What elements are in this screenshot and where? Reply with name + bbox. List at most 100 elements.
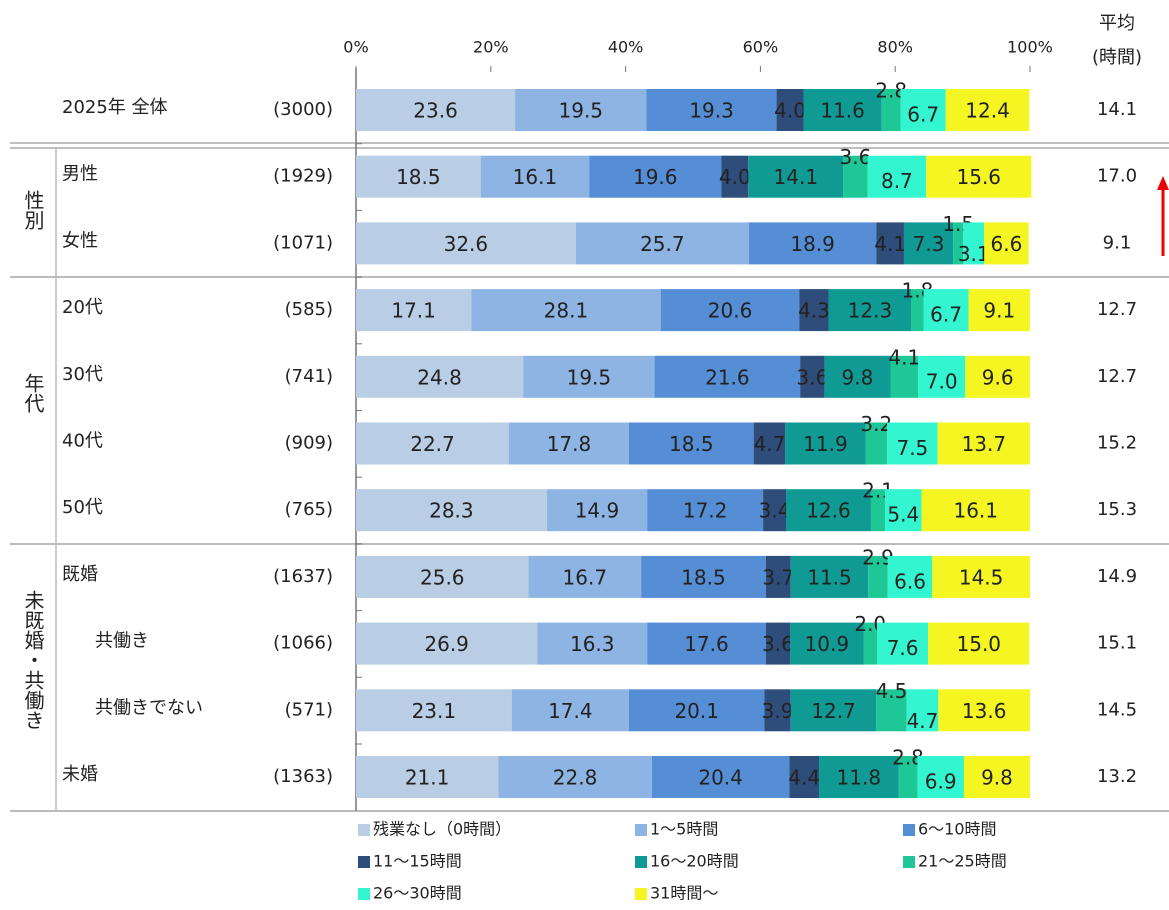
value-label: 11.5: [807, 565, 852, 589]
value-label: 5.4: [887, 503, 919, 527]
bar-segment: [968, 289, 1030, 332]
sample-size: (1363): [273, 766, 333, 787]
bar-segment: [824, 355, 891, 398]
bar-segment: [865, 422, 888, 465]
value-label: 20.6: [708, 299, 753, 323]
value-label: 11.6: [820, 99, 865, 123]
bar-segment: [790, 689, 877, 732]
x-tick-label: 0%: [343, 38, 368, 57]
value-label: 17.4: [548, 699, 593, 723]
bar-segment: [863, 622, 878, 665]
value-label: 14.5: [959, 565, 1004, 589]
value-label: 12.4: [965, 99, 1010, 123]
sample-size: (741): [285, 366, 333, 387]
value-label: 9.6: [982, 365, 1014, 389]
row-label: 未婚: [62, 764, 98, 785]
bar-segment: [921, 489, 1030, 532]
bar-segment: [923, 289, 969, 332]
value-label: 13.6: [962, 699, 1007, 723]
value-label: 6.7: [907, 103, 939, 127]
value-label: 13.7: [962, 432, 1007, 456]
value-label: 15.0: [957, 632, 1002, 656]
bar-segment: [903, 222, 954, 265]
sample-size: (1929): [273, 166, 333, 187]
bar-segment: [764, 689, 791, 732]
bar-segment: [515, 89, 647, 131]
bar-segment: [786, 489, 871, 532]
x-tick-label: 40%: [608, 38, 644, 57]
value-label: 4.1: [874, 232, 906, 256]
legend-label: 1～5時間: [650, 820, 718, 839]
bar-segment: [651, 756, 790, 798]
value-label: 4.7: [754, 432, 786, 456]
bar-segment: [928, 622, 1030, 665]
value-label: 3.6: [762, 632, 794, 656]
value-label: 3.4: [759, 499, 791, 523]
sample-size: (1071): [273, 232, 333, 253]
bar-segment: [646, 89, 777, 131]
bar-segment: [589, 155, 722, 198]
value-label: 3.6: [796, 365, 828, 389]
bar-segment: [790, 622, 864, 665]
legend-swatch: [635, 888, 647, 900]
bar-segment: [870, 489, 886, 532]
bar-segment: [800, 355, 825, 398]
average: 14.1: [1097, 99, 1137, 120]
row-label: 30代: [62, 364, 103, 385]
bar-segment: [926, 155, 1032, 198]
sample-size: (3000): [273, 99, 333, 120]
bar-segment: [628, 422, 754, 465]
average: 17.0: [1097, 166, 1137, 187]
x-tick-label: 60%: [743, 38, 779, 57]
bar-segment: [953, 222, 964, 265]
row-label: 20代: [62, 297, 103, 318]
row-label: 共働きでない: [95, 697, 203, 718]
value-label: 12.7: [811, 699, 856, 723]
legend-swatch: [903, 824, 915, 836]
legend-swatch: [903, 856, 915, 868]
value-label: 9.8: [981, 766, 1013, 790]
value-label: 21.1: [405, 766, 450, 790]
bar-segment: [963, 222, 985, 265]
bar-segment: [748, 222, 877, 265]
value-label: 20.1: [674, 699, 719, 723]
value-label: 4.3: [798, 299, 830, 323]
bar-segment: [508, 422, 629, 465]
bar-segment: [765, 622, 791, 665]
value-label: 11.9: [803, 432, 848, 456]
bar-segment: [471, 289, 661, 332]
bar-segment: [867, 155, 927, 198]
legend-label: 6～10時間: [918, 820, 997, 839]
value-label: 3.9: [762, 699, 794, 723]
row-label: 女性: [62, 230, 98, 251]
bar-segment: [785, 422, 866, 465]
legend-label: 残業なし（0時間）: [373, 820, 511, 839]
avg-header: (時間): [1092, 47, 1142, 68]
value-label: 7.6: [887, 636, 919, 660]
sample-size: (585): [285, 299, 333, 320]
bar-segment: [753, 422, 786, 465]
value-label: 18.9: [790, 232, 835, 256]
bar-segment: [537, 622, 648, 665]
value-label: 4.4: [788, 766, 820, 790]
value-label: 22.8: [553, 766, 598, 790]
legend-swatch: [358, 824, 370, 836]
value-label: 19.6: [633, 165, 678, 189]
bar-segment: [356, 555, 529, 598]
x-tick-label: 80%: [877, 38, 913, 57]
value-label: 18.5: [396, 165, 441, 189]
value-label: 7.5: [896, 436, 928, 460]
bar-segment: [890, 355, 919, 398]
bar-segment: [356, 422, 509, 465]
bar-segment: [887, 555, 933, 598]
bar-segment: [900, 89, 946, 131]
average: 14.9: [1097, 566, 1137, 587]
value-label: 15.6: [957, 165, 1002, 189]
value-label: 28.3: [429, 499, 474, 523]
value-label: 23.1: [412, 699, 457, 723]
row-label: 既婚: [62, 564, 98, 585]
bar-segment: [511, 689, 629, 732]
value-label: 12.3: [848, 299, 893, 323]
value-label: 17.2: [683, 499, 728, 523]
bar-segment: [945, 89, 1030, 131]
